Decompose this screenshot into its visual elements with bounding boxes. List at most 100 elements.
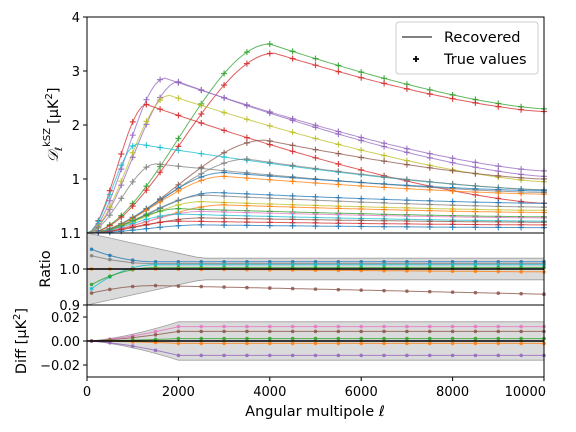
diff-point-2-14 [405, 336, 409, 341]
ratio-point-2-3 [153, 262, 158, 267]
diff-point-0-10 [313, 324, 318, 329]
diff-point-2-12 [359, 336, 364, 341]
main-true-value-marker-7-7 [175, 147, 182, 154]
main-true-value-marker-1-15 [358, 74, 365, 81]
ratio-point-2-8 [268, 262, 272, 267]
ratio-series-line-2 [91, 264, 544, 290]
diff-y-tick-label-2: 0.02 [51, 311, 80, 326]
main-true-value-marker-3-18 [426, 154, 433, 161]
diff-point-0-5 [199, 324, 204, 329]
ratio-point-1-1 [108, 257, 112, 262]
ratio-y-tick-label-1: 1.0 [59, 263, 80, 278]
main-true-value-marker-0-10 [243, 49, 250, 56]
ratio-panel: 0.9 1.0 Ratio [38, 232, 546, 314]
main-true-value-marker-14-8 [198, 198, 205, 205]
diff-point-1-7 [245, 329, 249, 334]
diff-point-2-8 [268, 336, 272, 341]
diff-point-1-19 [519, 329, 523, 334]
main-true-value-marker-1-19 [449, 95, 456, 102]
main-true-value-marker-1-8 [198, 111, 205, 117]
ratio-point-5-12 [359, 288, 364, 292]
diff-point-4-15 [427, 353, 432, 358]
ratio-point-2-4 [176, 262, 181, 267]
main-true-value-marker-5-7 [175, 112, 182, 119]
diff-point-1-15 [427, 329, 432, 334]
diff-point-3-13 [382, 341, 386, 346]
main-true-value-marker-4-4 [129, 149, 136, 156]
main-true-value-marker-21-4 [129, 227, 136, 234]
diff-series-line-4 [91, 340, 544, 356]
ratio-point-2-19 [519, 262, 523, 267]
main-true-value-marker-6-15 [358, 154, 365, 161]
diff-point-3-14 [405, 341, 409, 346]
main-y-tick-label-1: 2 [72, 119, 80, 134]
main-true-value-marker-6-16 [381, 158, 388, 165]
main-true-value-marker-6-20 [472, 170, 479, 177]
main-true-value-marker-4-8 [198, 102, 205, 109]
ratio-point-0-1 [108, 253, 112, 258]
main-true-value-marker-0-14 [335, 62, 342, 69]
diff-point-0-15 [427, 324, 432, 329]
main-true-value-marker-21-20 [472, 224, 479, 231]
ratio-series-line-3 [91, 267, 544, 285]
main-y-tick-label-3: 4 [72, 11, 80, 26]
diff-point-4-5 [199, 353, 204, 358]
main-true-value-marker-3-13 [312, 124, 319, 131]
ratio-point-4-17 [473, 269, 478, 274]
diff-point-3-8 [268, 341, 272, 346]
main-true-value-marker-4-6 [157, 97, 164, 103]
diff-point-2-11 [336, 336, 341, 341]
main-true-value-marker-13-10 [243, 194, 250, 201]
diff-series-line-0 [91, 326, 544, 342]
diff-point-2-7 [245, 336, 249, 341]
diff-point-2-6 [222, 336, 226, 341]
diff-point-4-9 [290, 353, 295, 358]
diff-point-2-16 [450, 336, 455, 341]
main-true-value-marker-7-9 [221, 154, 228, 160]
x-tick-label-1: 2000 [162, 385, 195, 400]
main-true-value-marker-6-10 [243, 139, 250, 146]
diff-point-2-18 [496, 336, 501, 341]
diff-point-3-12 [359, 341, 364, 346]
main-true-value-marker-5-5 [143, 101, 150, 108]
diff-point-0-19 [519, 324, 523, 329]
main-true-value-marker-21-5 [143, 225, 150, 232]
main-true-value-marker-13-12 [289, 196, 296, 203]
diff-point-4-10 [313, 353, 318, 358]
ratio-point-1-0 [89, 253, 94, 258]
diff-point-0-13 [382, 324, 386, 329]
ratio-point-0-0 [89, 247, 94, 252]
main-true-value-marker-7-6 [157, 144, 164, 151]
diff-point-1-8 [268, 329, 272, 334]
main-true-value-marker-13-9 [221, 193, 228, 200]
main-true-value-marker-11-7 [175, 188, 182, 194]
main-true-value-marker-2-6 [157, 76, 164, 83]
main-true-value-marker-8-14 [335, 168, 342, 175]
main-true-value-marker-21-11 [266, 222, 273, 229]
ratio-point-5-9 [290, 286, 295, 291]
main-true-value-marker-9-2 [106, 212, 113, 219]
main-true-value-marker-4-11 [266, 122, 273, 129]
main-true-value-marker-1-20 [472, 99, 479, 106]
diff-point-0-8 [268, 324, 272, 329]
main-true-value-marker-4-14 [335, 141, 342, 148]
main-true-value-marker-21-7 [175, 222, 182, 229]
main-y-label-sub: ℓ [54, 147, 65, 151]
legend: Recovered True values [395, 21, 539, 75]
diff-point-1-9 [290, 329, 295, 334]
diff-y-ticks: −0.02 0.00 0.02 [40, 311, 87, 374]
main-true-value-marker-11-14 [335, 181, 342, 188]
main-true-value-marker-5-13 [312, 154, 319, 161]
main-true-value-marker-21-2 [106, 229, 113, 236]
main-true-value-marker-3-16 [381, 143, 388, 150]
main-true-value-marker-7-5 [143, 142, 150, 149]
main-true-value-marker-11-13 [312, 180, 319, 186]
main-true-value-marker-1-11 [266, 50, 273, 57]
diff-point-4-2 [130, 344, 135, 348]
main-true-value-marker-8-15 [358, 171, 365, 178]
main-true-value-marker-4-2 [106, 204, 113, 210]
main-true-value-marker-8-12 [289, 162, 296, 169]
diff-point-3-5 [199, 341, 204, 346]
diff-point-3-10 [313, 341, 318, 346]
main-true-value-marker-2-21 [495, 163, 502, 170]
